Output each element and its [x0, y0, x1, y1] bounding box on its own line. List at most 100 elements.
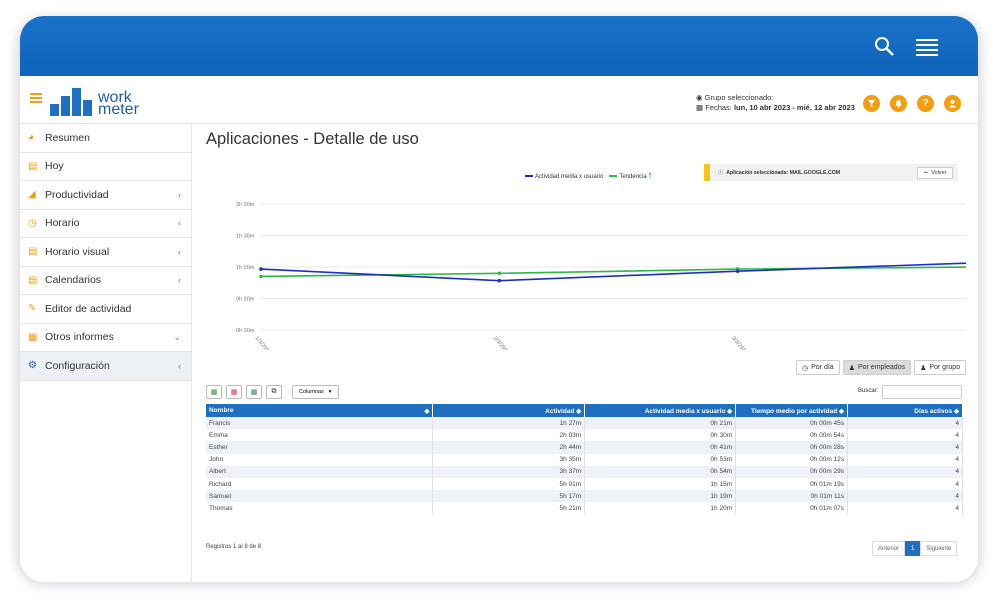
logo-text-line2: meter — [98, 101, 139, 118]
table-row[interactable]: Albert 3h 37m 0h 54m 0h 00m 29s 4 — [206, 465, 963, 478]
chevron-down-icon: ⌄ — [173, 331, 181, 342]
table-row[interactable]: Francis 1h 27m 0h 21m 0h 00m 45s 4 — [206, 417, 963, 430]
column-header-actividad[interactable]: Actividad ◆ — [432, 404, 586, 417]
column-header-tiempo-medio[interactable]: Tiempo medio por actividad ◆ — [735, 404, 849, 417]
column-header-actividad-media[interactable]: Actividad media x usuario ◆ — [584, 404, 737, 417]
menu-icon[interactable] — [916, 38, 938, 56]
table-icon: ▦ — [28, 331, 38, 343]
data-point — [497, 271, 502, 276]
view-per-day-button[interactable]: ◷ Por día — [796, 360, 840, 375]
y-tick-label: 0h 30m — [236, 297, 255, 303]
table-cell: 1h 19m — [584, 490, 737, 503]
table-row[interactable]: Emma 2h 03m 0h 30m 0h 00m 54s 4 — [206, 429, 963, 442]
view-per-group-button[interactable]: ♟ Por grupo — [914, 360, 967, 375]
table-row[interactable]: Esther 2h 44m 0h 41m 0h 00m 28s 4 — [206, 441, 963, 454]
sidebar-item-configuracion[interactable]: ⚙ Configuración ‹ — [20, 352, 191, 381]
logo-bar — [61, 96, 70, 116]
sidebar-item-label: Productividad — [45, 188, 109, 201]
table-cell: 1h 15m — [584, 477, 737, 491]
back-button[interactable]: 🠔 Volver — [917, 167, 953, 179]
table-cell: 0h 00m 12s — [735, 453, 849, 466]
bar-chart-icon: ▤ — [28, 246, 38, 258]
chevron-left-icon: ‹ — [178, 246, 181, 257]
column-header-label: Actividad media x usuario — [644, 407, 726, 415]
bell-icon[interactable] — [890, 95, 907, 112]
table-cell: 4 — [847, 453, 963, 466]
column-header-label: Días activos — [914, 407, 953, 415]
help-icon[interactable]: ? — [917, 95, 934, 112]
hamburger-icon[interactable] — [30, 93, 42, 103]
table-cell: 0h 01m 07s — [735, 502, 849, 515]
logo[interactable]: work meter — [50, 86, 139, 118]
x-tick-label: 1/3/2023 — [253, 335, 271, 350]
group-icon: ◉ — [696, 93, 703, 102]
gear-icon: ⚙ — [28, 360, 37, 372]
user-icon[interactable] — [944, 95, 961, 112]
arrow-left-icon: 🠔 — [923, 169, 929, 176]
column-header-dias-activos[interactable]: Días activos ◆ — [847, 404, 963, 417]
x-tick-label: 2/3/2023 — [492, 335, 510, 350]
table-row[interactable]: Samuel 5h 17m 1h 19m 0h 01m 11s 4 — [206, 490, 963, 503]
table-cell: Esther — [206, 441, 434, 454]
legend-label: Tendencia — [619, 174, 647, 180]
table-cell: 0h 53m — [584, 453, 737, 466]
table-cell: 0h 54m — [584, 465, 737, 478]
table-cell: Richard — [206, 477, 434, 491]
dashboard-icon: ◕ — [28, 132, 35, 144]
sidebar-item-productividad[interactable]: ◢ Productividad ‹ — [20, 181, 191, 210]
table-row[interactable]: Richard 5h 01m 1h 15m 0h 01m 19s 4 — [206, 477, 963, 491]
usage-table: Nombre ◆ Actividad ◆ Actividad media x us… — [206, 404, 963, 515]
table-cell: 2h 44m — [432, 441, 586, 454]
series-line — [260, 266, 966, 278]
logo-bar — [72, 88, 81, 116]
legend-item[interactable]: Tendencia 🠕 — [609, 170, 652, 184]
search-label: Buscar: — [858, 388, 879, 394]
search-input[interactable] — [882, 385, 962, 399]
sidebar-item-label: Horario — [45, 217, 80, 230]
filter-icon[interactable] — [863, 95, 880, 112]
table-cell: 0h 01m 19s — [735, 477, 849, 491]
table-cell: 1h 27m — [432, 417, 586, 430]
sidebar-item-horario-visual[interactable]: ▤ Horario visual ‹ — [20, 238, 191, 267]
view-per-employee-button[interactable]: ♟ Por empleados — [842, 360, 912, 375]
y-tick-label: 2h 00m — [236, 202, 255, 208]
legend-item[interactable]: Actividad media x usuario — [525, 174, 603, 180]
chart-legend: Actividad media x usuario Tendencia 🠕 — [525, 170, 652, 184]
copy-icon[interactable]: ⧉ — [266, 385, 282, 399]
table-cell: 4 — [847, 441, 963, 454]
sidebar-item-resumen[interactable]: ◕ Resumen — [20, 124, 191, 153]
table-cell: Thomas — [206, 502, 434, 515]
table-row[interactable]: Thomas 5h 21m 1h 20m 0h 01m 07s 4 — [206, 502, 963, 515]
calendar-icon: ▤ — [28, 274, 38, 286]
csv-export-icon[interactable]: ▦ — [246, 385, 262, 399]
chevron-left-icon: ‹ — [178, 360, 181, 371]
pdf-export-icon[interactable]: ▦ — [226, 385, 242, 399]
y-tick-label: 0h 00m — [236, 328, 255, 334]
legend-label: Actividad media x usuario — [535, 174, 604, 180]
logo-bar — [50, 104, 59, 116]
search-icon[interactable] — [874, 36, 896, 58]
sidebar: ◕ Resumen ▤ Hoy ◢ Productividad ‹ ◷ Horario ‹ … — [20, 124, 192, 582]
excel-export-icon[interactable]: ▦ — [206, 385, 222, 399]
records-info: Registros 1 al 8 de 8 — [206, 544, 262, 550]
usage-line-chart: 0h 00m 0h 30m 1h 00m 1h 30m 2h 00m 1/3/2023 2/… — [236, 202, 966, 350]
sidebar-item-otros-informes[interactable]: ▦ Otros informes ⌄ — [20, 324, 191, 352]
sidebar-item-editor[interactable]: ✎ Editor de actividad — [20, 295, 191, 324]
view-label: Por día — [811, 364, 834, 371]
prev-page-button[interactable]: Anterior — [872, 541, 906, 556]
next-page-button[interactable]: Siguiente — [920, 541, 958, 556]
columns-button[interactable]: Columnas ▾ — [292, 385, 339, 399]
sidebar-item-calendarios[interactable]: ▤ Calendarios ‹ — [20, 267, 191, 295]
sidebar-item-label: Resumen — [45, 131, 90, 144]
sidebar-item-horario[interactable]: ◷ Horario ‹ — [20, 210, 191, 238]
page-1-button[interactable]: 1 — [905, 541, 921, 556]
selected-app-banner: ⓘ Aplicación seleccionada: MAIL.GOOGLE.C… — [704, 164, 958, 181]
x-tick-label: 3/3/2023 — [730, 335, 748, 350]
column-header-nombre[interactable]: Nombre ◆ — [206, 404, 434, 417]
table-row[interactable]: John 3h 35m 0h 53m 0h 00m 12s 4 — [206, 453, 963, 466]
sidebar-item-hoy[interactable]: ▤ Hoy — [20, 153, 191, 181]
edit-icon: ✎ — [28, 303, 37, 315]
page-title: Aplicaciones - Detalle de uso — [206, 130, 419, 148]
table-cell: 0h 00m 54s — [735, 429, 849, 442]
clock-icon: ◷ — [802, 364, 809, 372]
